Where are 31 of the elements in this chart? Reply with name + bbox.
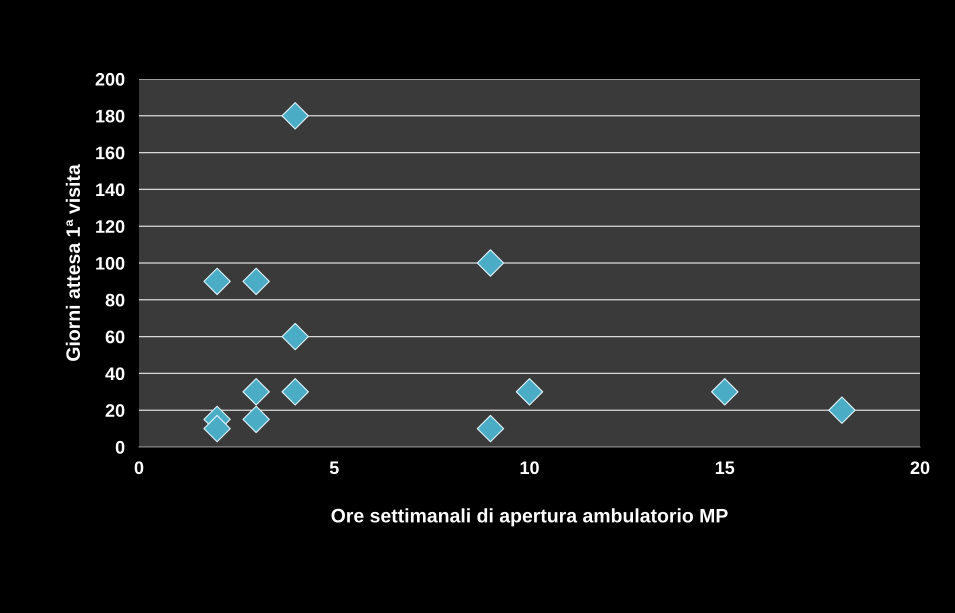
y-tick-label: 140: [96, 183, 124, 196]
point: [828, 396, 856, 424]
point: [203, 268, 231, 296]
point: [281, 102, 309, 130]
x-tick-label: 15: [716, 462, 734, 474]
point: [711, 378, 738, 406]
x-tick-label: 20: [910, 461, 930, 474]
point: [242, 406, 270, 434]
point: [516, 378, 544, 406]
x-tick-label: 10: [520, 461, 539, 474]
x-tick-label: 0: [134, 461, 144, 474]
point: [281, 322, 309, 350]
x-axis-title: Ore settimanali di apertura ambulatorio MP: [332, 508, 728, 526]
y-tick-label: 0: [116, 440, 124, 454]
y-tick-label: 160: [96, 146, 124, 160]
y-tick-label: 60: [106, 330, 124, 344]
y-tick-label: 200: [96, 72, 124, 86]
point: [242, 268, 270, 296]
y-axis-title: Giorni attesa 1ª visita: [66, 164, 80, 361]
point: [476, 249, 504, 277]
y-tick-label: 20: [106, 404, 124, 417]
y-tick-label: 80: [106, 294, 124, 307]
point: [476, 414, 504, 442]
point: [203, 414, 231, 442]
y-tick-label: 40: [105, 367, 124, 380]
y-tick-label: 120: [96, 220, 124, 233]
y-tick-label: 100: [96, 256, 124, 270]
point: [281, 378, 309, 406]
x-tick-label: 5: [330, 462, 339, 474]
point: [242, 378, 270, 406]
y-tick-label: 180: [96, 110, 124, 123]
